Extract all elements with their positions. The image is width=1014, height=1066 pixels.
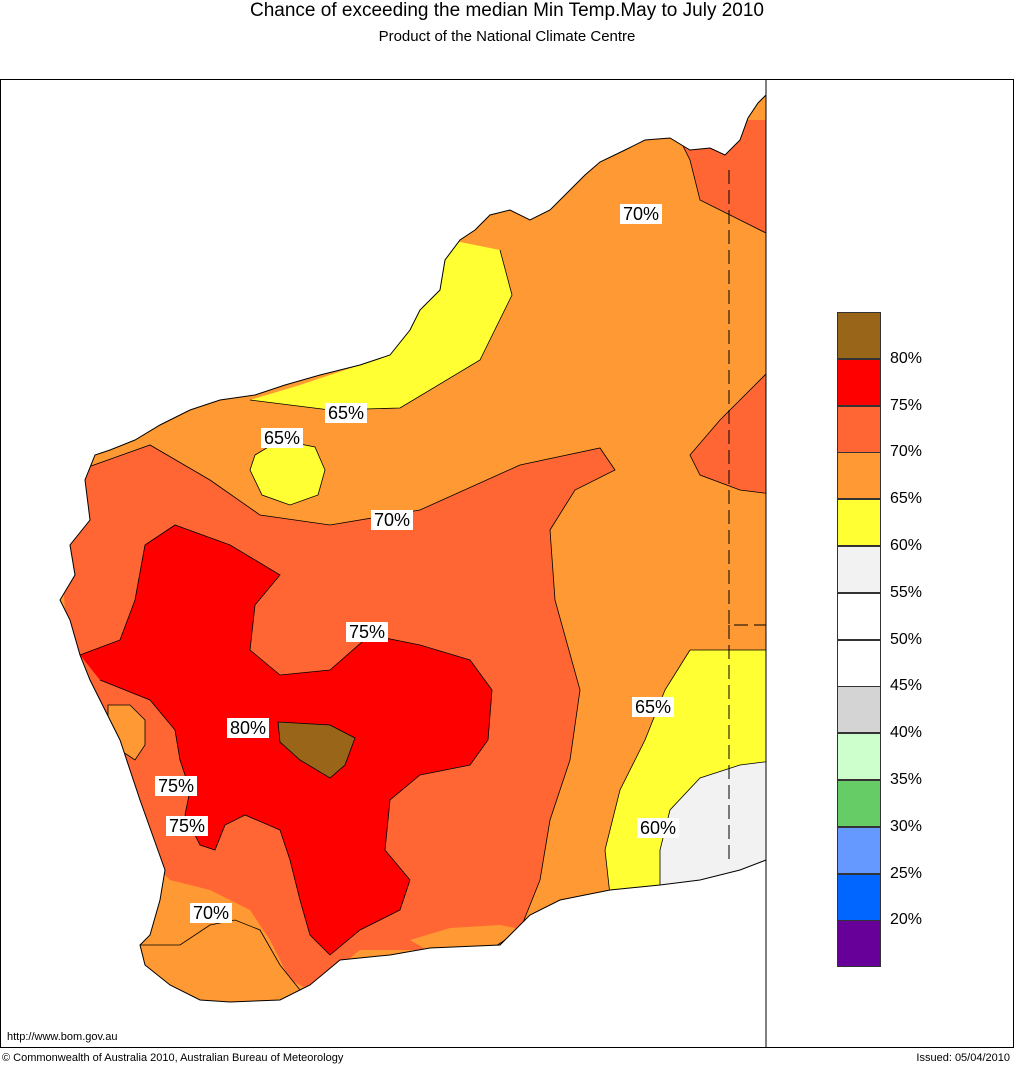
legend-label: 20% — [890, 911, 923, 929]
legend-label: 70% — [890, 443, 923, 461]
contour-label: 75% — [166, 816, 209, 836]
legend-label: 60% — [890, 537, 923, 554]
legend-label: 45% — [890, 677, 923, 695]
zone-70-75-northeast — [670, 120, 766, 240]
contour-label: 65% — [632, 697, 675, 717]
zone-65-70-southwest — [108, 705, 145, 760]
contour-label: 65% — [261, 428, 304, 448]
legend-swatch — [837, 873, 881, 921]
contour-label: 75% — [346, 622, 389, 642]
legend-swatch — [837, 733, 881, 781]
legend-label: 30% — [890, 817, 923, 835]
legend-swatch — [837, 920, 881, 968]
contour-label: 65% — [325, 403, 368, 423]
legend-swatch — [837, 499, 881, 547]
contour-lines — [79, 119, 766, 991]
legend-label: 50% — [890, 630, 923, 648]
contour-label: 70% — [190, 903, 233, 923]
contour-label: 70% — [620, 204, 663, 224]
legend-swatch — [837, 546, 881, 593]
coastline — [59, 94, 767, 1003]
probability-zones — [60, 95, 766, 1002]
legend-swatch — [837, 826, 881, 874]
legend-label: 75% — [890, 396, 923, 414]
zone-70-75-east — [690, 360, 766, 495]
legend-label: 25% — [890, 864, 923, 882]
contour-label: 80% — [227, 718, 270, 738]
map-subtitle: Product of the National Climate Centre — [378, 28, 636, 45]
legend-label: 80% — [890, 349, 923, 367]
zone-60-65-northwest — [250, 240, 512, 410]
legend-swatch — [837, 780, 881, 827]
legend-label: 65% — [890, 490, 923, 508]
legend-label: 40% — [890, 724, 923, 742]
zone-55-60 — [660, 760, 766, 885]
zone-60-65-pilbara — [250, 440, 325, 505]
copyright-notice: © Commonwealth of Australia 2010, Austra… — [2, 1052, 344, 1064]
zone-80-plus — [278, 722, 355, 778]
legend-swatch — [837, 639, 881, 687]
state-border-dashed — [728, 170, 766, 865]
source-url[interactable]: http://www.bom.gov.au — [7, 1031, 118, 1043]
issued-date: Issued: 05/04/2010 — [916, 1052, 1010, 1064]
contour-label: 75% — [155, 776, 198, 796]
legend-swatch — [837, 312, 881, 359]
legend-swatch — [837, 686, 881, 734]
legend-label: 35% — [890, 771, 923, 788]
legend-swatch — [837, 592, 881, 640]
map-title: Chance of exceeding the median Min Temp.… — [249, 0, 764, 21]
contour-label: 70% — [371, 510, 414, 530]
legend-swatch — [837, 405, 881, 453]
legend-label: 55% — [890, 583, 923, 601]
legend-swatch — [837, 452, 881, 500]
legend-swatch — [837, 358, 881, 406]
contour-label: 60% — [637, 818, 680, 838]
zone-65-70-south-coast — [140, 920, 300, 1000]
